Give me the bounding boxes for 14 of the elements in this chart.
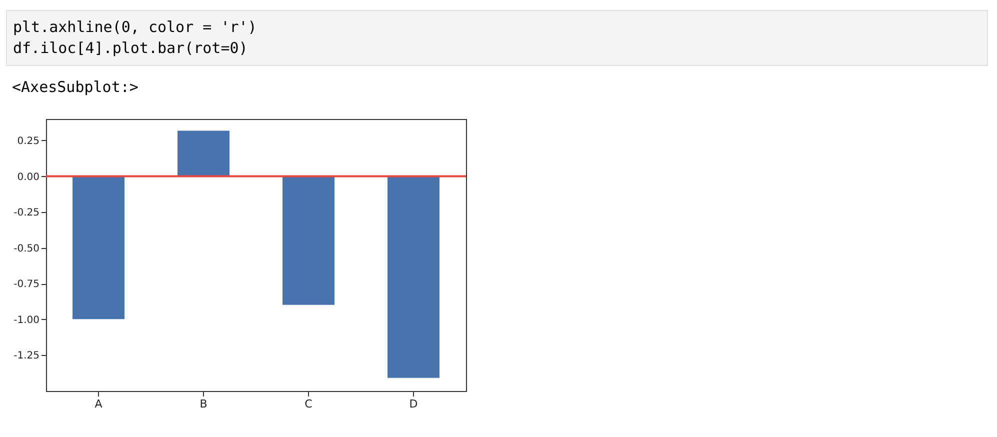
- x-tick-label: C: [304, 398, 313, 410]
- text: df.iloc[4].plot.bar(rot=0): [13, 38, 249, 59]
- y-tick-label: -0.50: [14, 243, 40, 254]
- y-tick-label: 0.00: [17, 172, 40, 183]
- y-tick-label: -0.75: [14, 279, 40, 290]
- x-tick-label: A: [94, 398, 103, 410]
- y-tick-label: -0.25: [14, 208, 40, 219]
- y-tick-label: -1.25: [14, 350, 40, 362]
- text: <AxesSubplot:>: [12, 78, 138, 96]
- x-tick-label: B: [200, 398, 208, 410]
- y-tick-label: 0.25: [17, 136, 40, 147]
- y-tick-label: -1.00: [14, 314, 40, 326]
- x-tick-label: D: [409, 398, 418, 410]
- text: plt.axhline(0, color = 'r'): [13, 17, 258, 38]
